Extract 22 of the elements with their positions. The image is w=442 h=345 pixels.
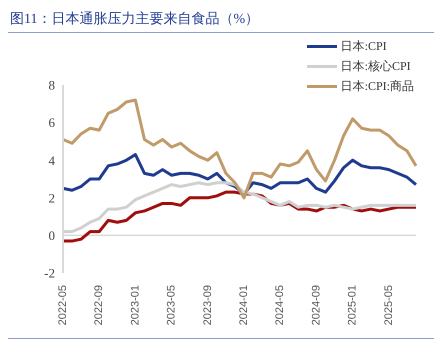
legend-label: 日本:CPI <box>340 38 387 55</box>
line-series <box>62 153 418 196</box>
x-tick-label: 2023-01 <box>129 285 142 326</box>
x-tick-label: 2025-05 <box>382 285 395 326</box>
chart-title: 图11：日本通胀压力主要来自食品（%） <box>8 8 434 33</box>
legend-label: 日本:核心CPI <box>340 58 411 75</box>
y-tick-label: 6 <box>48 115 56 130</box>
y-tick-label: 8 <box>48 78 55 93</box>
y-tick-label: 0 <box>48 228 55 244</box>
y-tick-label: -2 <box>44 266 55 281</box>
x-tick-label: 2024-05 <box>274 285 286 326</box>
x-tick-label: 2023-09 <box>202 285 214 326</box>
x-tick-label: 2024-01 <box>238 285 250 326</box>
x-tick-label: 2022-09 <box>93 285 106 326</box>
x-tick-label: 2024-09 <box>310 285 322 326</box>
legend-label: 日本:CPI:商品 <box>340 78 414 95</box>
line-series <box>62 98 418 200</box>
x-tick-label: 2023-05 <box>166 285 178 326</box>
y-tick-label: 2 <box>48 190 55 206</box>
y-tick-label: 4 <box>48 152 56 168</box>
x-tick-label: 2022-05 <box>57 285 69 326</box>
x-tick-label: 2025-01 <box>346 285 359 326</box>
